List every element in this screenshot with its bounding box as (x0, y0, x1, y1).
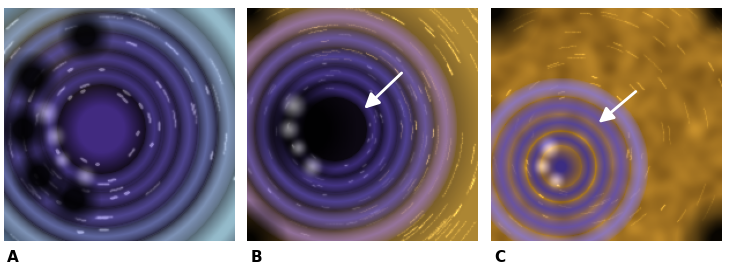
Text: A: A (7, 250, 19, 265)
Text: B: B (251, 250, 262, 265)
Text: C: C (494, 250, 505, 265)
